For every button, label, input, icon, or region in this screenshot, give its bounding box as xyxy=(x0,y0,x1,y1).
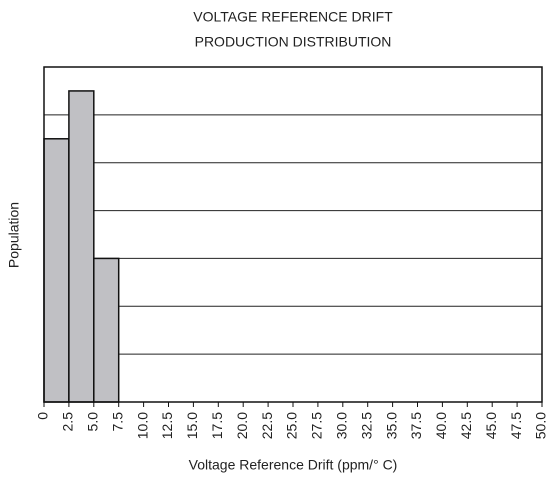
x-tick-label: 40.0 xyxy=(433,412,449,439)
x-tick-label: 10.0 xyxy=(134,412,150,439)
x-tick-label: 42.5 xyxy=(458,412,474,439)
x-tick-label: 50.0 xyxy=(533,412,549,439)
x-tick-label: 30.0 xyxy=(334,412,350,439)
x-tick-label: 45.0 xyxy=(483,412,499,439)
x-tick-label: 20.0 xyxy=(234,412,250,439)
x-tick-label: 25.0 xyxy=(284,412,300,439)
bar xyxy=(93,257,120,403)
x-tick-label: 15.0 xyxy=(184,412,200,439)
x-tick-label: 47.5 xyxy=(508,412,524,439)
chart-title: VOLTAGE REFERENCE DRIFT xyxy=(193,9,393,25)
chart-title: PRODUCTION DISTRIBUTION xyxy=(195,34,392,50)
bar xyxy=(43,138,70,403)
y-axis-label: Population xyxy=(6,202,22,268)
x-tick-label: 2.5 xyxy=(60,412,76,432)
x-tick-label: 5.0 xyxy=(85,412,101,432)
x-tick-label: 17.5 xyxy=(209,412,225,439)
x-tick-label: 12.5 xyxy=(159,412,175,439)
bar xyxy=(68,90,95,403)
x-tick-label: 32.5 xyxy=(358,412,374,439)
x-tick-label: 27.5 xyxy=(309,412,325,439)
x-tick-label: 7.5 xyxy=(109,412,125,432)
x-tick-label: 37.5 xyxy=(408,412,424,439)
x-axis-label: Voltage Reference Drift (ppm/° C) xyxy=(189,457,398,473)
x-tick-label: 0 xyxy=(35,412,51,420)
x-tick-label: 35.0 xyxy=(383,412,399,439)
x-tick-label: 22.5 xyxy=(259,412,275,439)
